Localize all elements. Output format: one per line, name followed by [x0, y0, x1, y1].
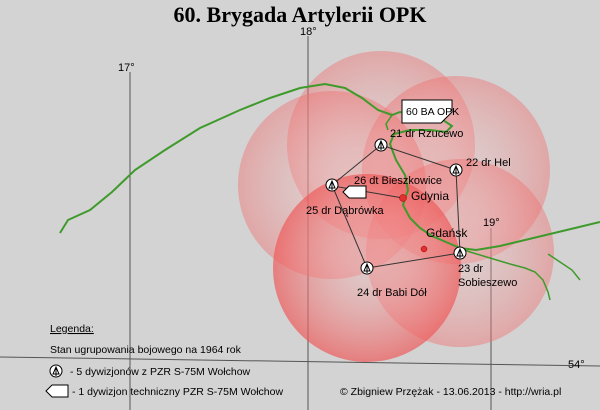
- legend-unit-icon: [49, 364, 63, 378]
- unit-marker-sobieszewo: [453, 246, 467, 260]
- legend-item-tech: - 1 dywizjon techniczny PZR S-75M Wołcho…: [72, 386, 283, 398]
- tech-unit-link: [332, 185, 404, 199]
- unit-label-babi-dol: 24 dr Babi Dół: [357, 287, 427, 299]
- city-label-gdynia: Gdynia: [411, 189, 449, 203]
- unit-marker-babi-dol: [360, 261, 374, 275]
- unit-label-rzucewo: 21 dr Rzucewo: [390, 128, 463, 140]
- city-label-gdansk: Gdańsk: [426, 226, 468, 240]
- tech-unit-marker: [342, 185, 367, 199]
- tech-unit-label: 26 dt Bieszkowice: [354, 175, 442, 187]
- copyright: © Zbigniew Przężak - 13.06.2013 - http:/…: [340, 386, 561, 398]
- grid-label-18: 18°: [300, 26, 317, 38]
- legend-item-unit: - 5 dywizjonów z PZR S-75M Wołchow: [70, 366, 251, 378]
- city-dot-gdansk: [420, 245, 428, 253]
- grid-label-17: 17°: [118, 62, 135, 74]
- unit-label-sobieszewo-2: Sobieszewo: [458, 277, 517, 289]
- city-dot-gdynia: [399, 194, 407, 202]
- grid-label-19: 19°: [483, 217, 500, 229]
- unit-marker-rzucewo: [374, 138, 388, 152]
- legend-tech-icon: [45, 384, 69, 398]
- hq-box: [401, 99, 453, 124]
- unit-label-dabrowka: 25 dr Dąbrówka: [306, 205, 385, 217]
- parallel-54: [0, 356, 600, 367]
- unit-marker-hel: [449, 163, 463, 177]
- unit-marker-dabrowka: [325, 178, 339, 192]
- map-title: 60. Brygada Artylerii OPK: [174, 2, 427, 27]
- legend-title: Legenda:: [50, 323, 94, 335]
- hq-label: 60 BA OPK: [406, 106, 459, 118]
- vistula-spit: [547, 253, 581, 281]
- unit-connections: [331, 144, 461, 269]
- vistula-lagoon-shore: [459, 247, 551, 301]
- legend-subtitle: Stan ugrupowania bojowego na 1964 rok: [50, 344, 242, 356]
- grid-label-54: 54°: [568, 359, 585, 371]
- coastline-bay: [385, 114, 393, 131]
- unit-label-sobieszewo-1: 23 dr: [458, 263, 483, 275]
- unit-label-hel: 22 dr Hel: [466, 157, 511, 169]
